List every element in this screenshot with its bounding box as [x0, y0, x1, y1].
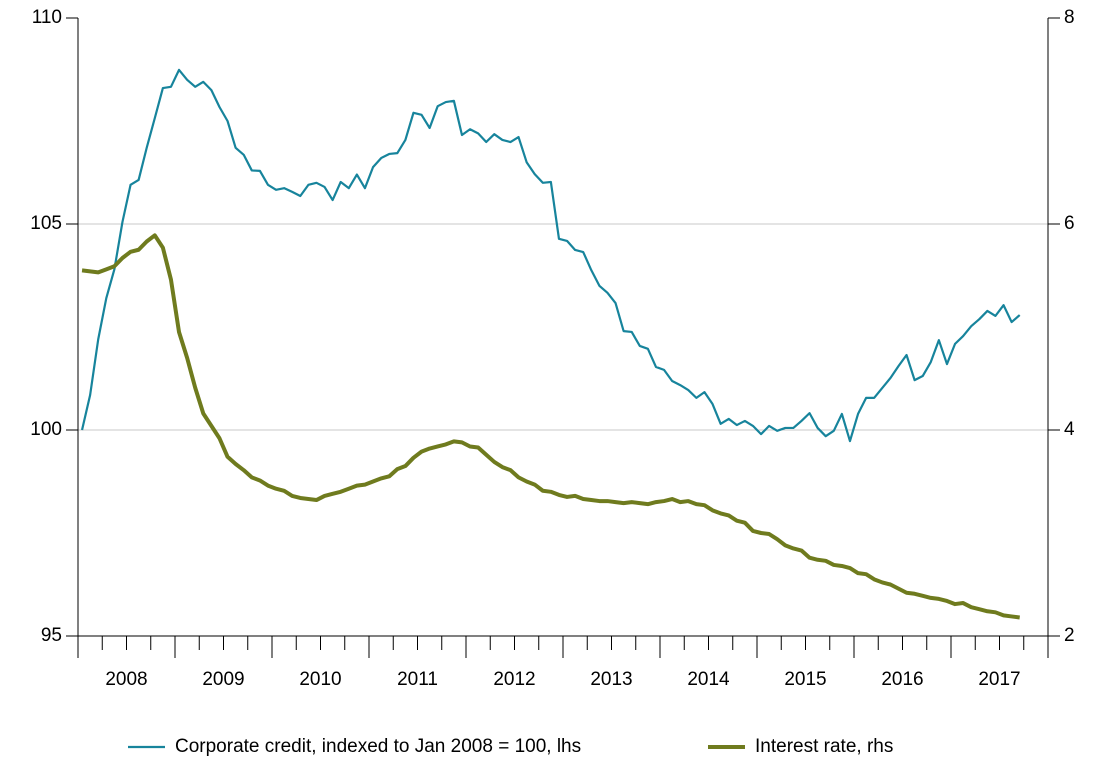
- x-tick-label: 2009: [202, 669, 244, 690]
- y-tick-label: 100: [30, 419, 62, 440]
- x-tick-label: 2008: [105, 669, 147, 690]
- y2-tick-label: 2: [1064, 625, 1075, 646]
- x-tick-label: 2011: [397, 669, 438, 690]
- x-tick-label: 2014: [687, 669, 730, 690]
- x-tick-label: 2013: [590, 669, 632, 690]
- series-line: [80, 68, 1021, 443]
- legend-label: Interest rate, rhs: [755, 736, 893, 757]
- x-tick-label: 2012: [493, 669, 535, 690]
- y2-tick-label: 4: [1064, 419, 1075, 440]
- y-tick-label: 110: [32, 7, 62, 28]
- x-tick-label: 2015: [784, 669, 826, 690]
- series-line: [81, 233, 1020, 620]
- y2-tick-label: 6: [1064, 213, 1075, 234]
- x-tick-label: 2010: [299, 669, 341, 690]
- x-tick-label: 2017: [978, 669, 1020, 690]
- x-tick-label: 2016: [881, 669, 923, 690]
- y-tick-label: 95: [41, 625, 62, 646]
- y-tick-label: 105: [30, 213, 62, 234]
- legend-label: Corporate credit, indexed to Jan 2008 = …: [175, 736, 581, 757]
- y2-tick-label: 8: [1064, 7, 1075, 28]
